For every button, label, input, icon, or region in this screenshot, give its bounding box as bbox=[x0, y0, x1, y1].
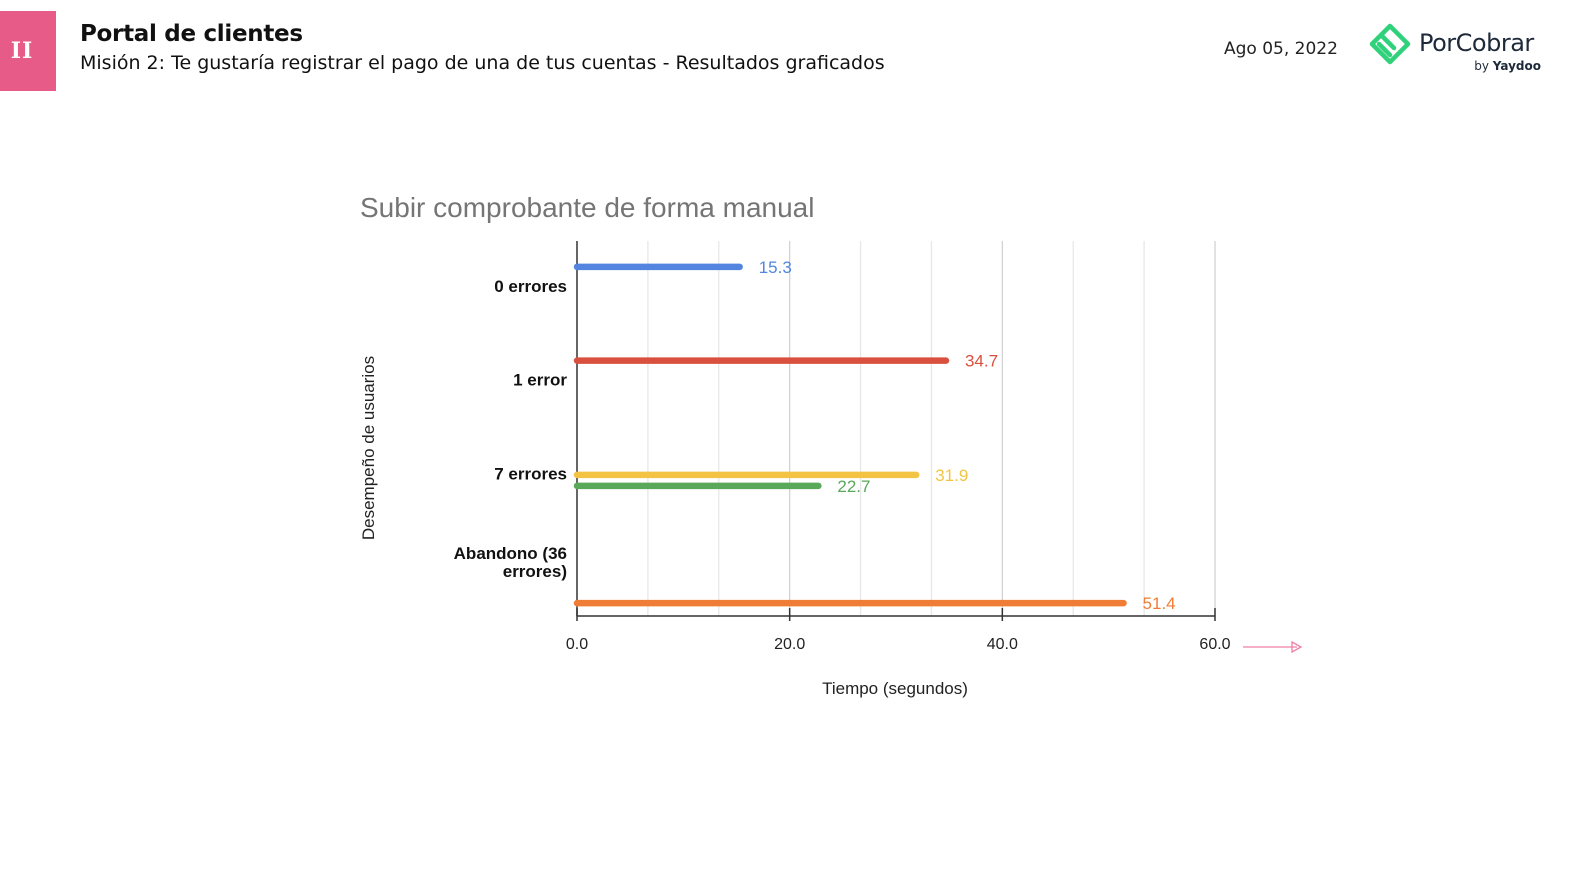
category-label: Abandono (36 bbox=[454, 544, 567, 563]
logo-wordmark: PorCobrar bbox=[1419, 29, 1534, 57]
chart-bars bbox=[573, 263, 1127, 607]
x-tick-label: 20.0 bbox=[774, 636, 805, 653]
category-label: 0 errores bbox=[494, 277, 567, 296]
porcobrar-logo: PorCobrar by Yaydoo bbox=[1368, 22, 1548, 78]
x-axis-title: Tiempo (segundos) bbox=[822, 679, 968, 698]
chart-title: Subir comprobante de forma manual bbox=[360, 192, 814, 223]
category-label: 7 errores bbox=[494, 464, 567, 483]
x-tick-label: 0.0 bbox=[566, 636, 588, 653]
x-tick-label: 40.0 bbox=[987, 636, 1018, 653]
chart-grid bbox=[647, 241, 1216, 616]
section-badge-label: II bbox=[10, 38, 34, 64]
report-date: Ago 05, 2022 bbox=[1224, 39, 1338, 59]
chart-axes bbox=[576, 241, 1216, 621]
porcobrar-logo-icon bbox=[1369, 23, 1411, 65]
arrow-head bbox=[1291, 640, 1303, 654]
logo-byline: by Yaydoo bbox=[1474, 59, 1541, 73]
page-subtitle: Misión 2: Te gustaría registrar el pago … bbox=[80, 52, 885, 74]
section-badge: II bbox=[0, 11, 56, 91]
category-label: errores) bbox=[503, 562, 567, 581]
axis-arrow-icon bbox=[1243, 640, 1303, 654]
chart-labels: 0.0 20.0 40.0 60.0 0 errores 1 error 7 errores… bbox=[454, 258, 1231, 653]
y-axis-title: Desempeño de usuarios bbox=[359, 356, 378, 540]
x-tick-label: 60.0 bbox=[1199, 636, 1230, 653]
data-label: 31.9 bbox=[935, 466, 968, 485]
page-title: Portal de clientes bbox=[80, 21, 303, 47]
data-label: 51.4 bbox=[1143, 594, 1176, 613]
data-label: 34.7 bbox=[965, 352, 998, 371]
data-label: 22.7 bbox=[837, 477, 870, 496]
category-label: 1 error bbox=[513, 371, 567, 390]
data-label: 15.3 bbox=[759, 258, 792, 277]
